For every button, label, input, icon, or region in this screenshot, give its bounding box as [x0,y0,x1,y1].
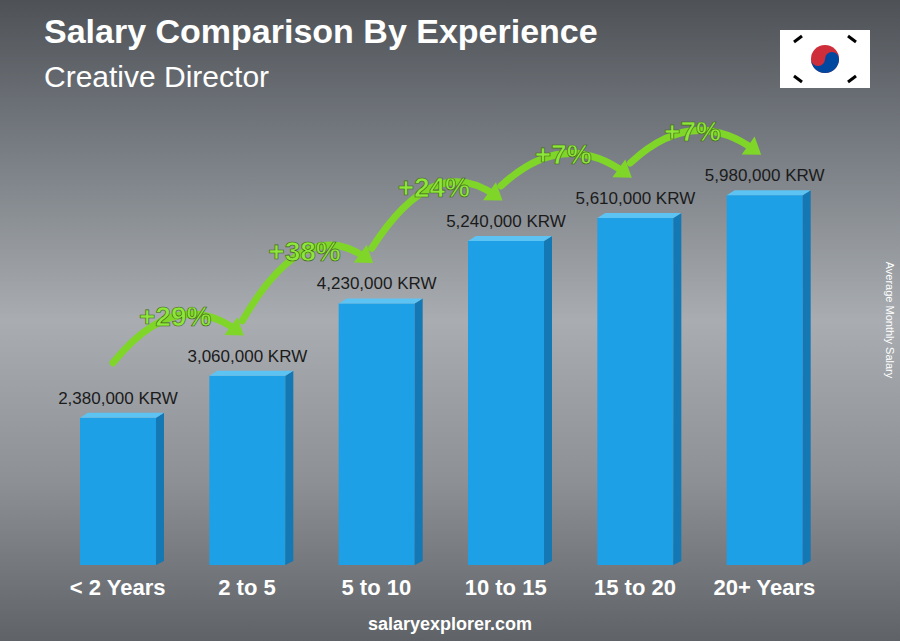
svg-text:+7%: +7% [535,139,592,170]
svg-text:10 to 15: 10 to 15 [465,575,547,600]
svg-text:5,610,000 KRW: 5,610,000 KRW [575,189,695,208]
svg-text:+29%: +29% [139,301,211,332]
svg-text:3,060,000 KRW: 3,060,000 KRW [187,347,307,366]
svg-text:2 to 5: 2 to 5 [218,575,275,600]
html-text:Creative Director: Creative Director [44,60,270,93]
html-text:Salary Comparison By Experienc: Salary Comparison By Experience [44,12,598,50]
svg-text:15 to 20: 15 to 20 [594,575,676,600]
svg-text:5 to 10: 5 to 10 [341,575,411,600]
svg-text:Average Monthly Salary: Average Monthly Salary [884,262,892,379]
svg-text:5,980,000 KRW: 5,980,000 KRW [705,166,825,185]
svg-text:+24%: +24% [398,172,470,203]
svg-text:+7%: +7% [664,116,721,147]
svg-text:2,380,000 KRW: 2,380,000 KRW [58,389,178,408]
svg-text:< 2 Years: < 2 Years [70,575,166,600]
svg-text:5,240,000 KRW: 5,240,000 KRW [446,212,566,231]
svg-text:4,230,000 KRW: 4,230,000 KRW [317,274,437,293]
svg-text:+38%: +38% [268,236,340,267]
svg-text:20+ Years: 20+ Years [713,575,815,600]
svg-text:salaryexplorer.com: salaryexplorer.com [368,614,532,634]
